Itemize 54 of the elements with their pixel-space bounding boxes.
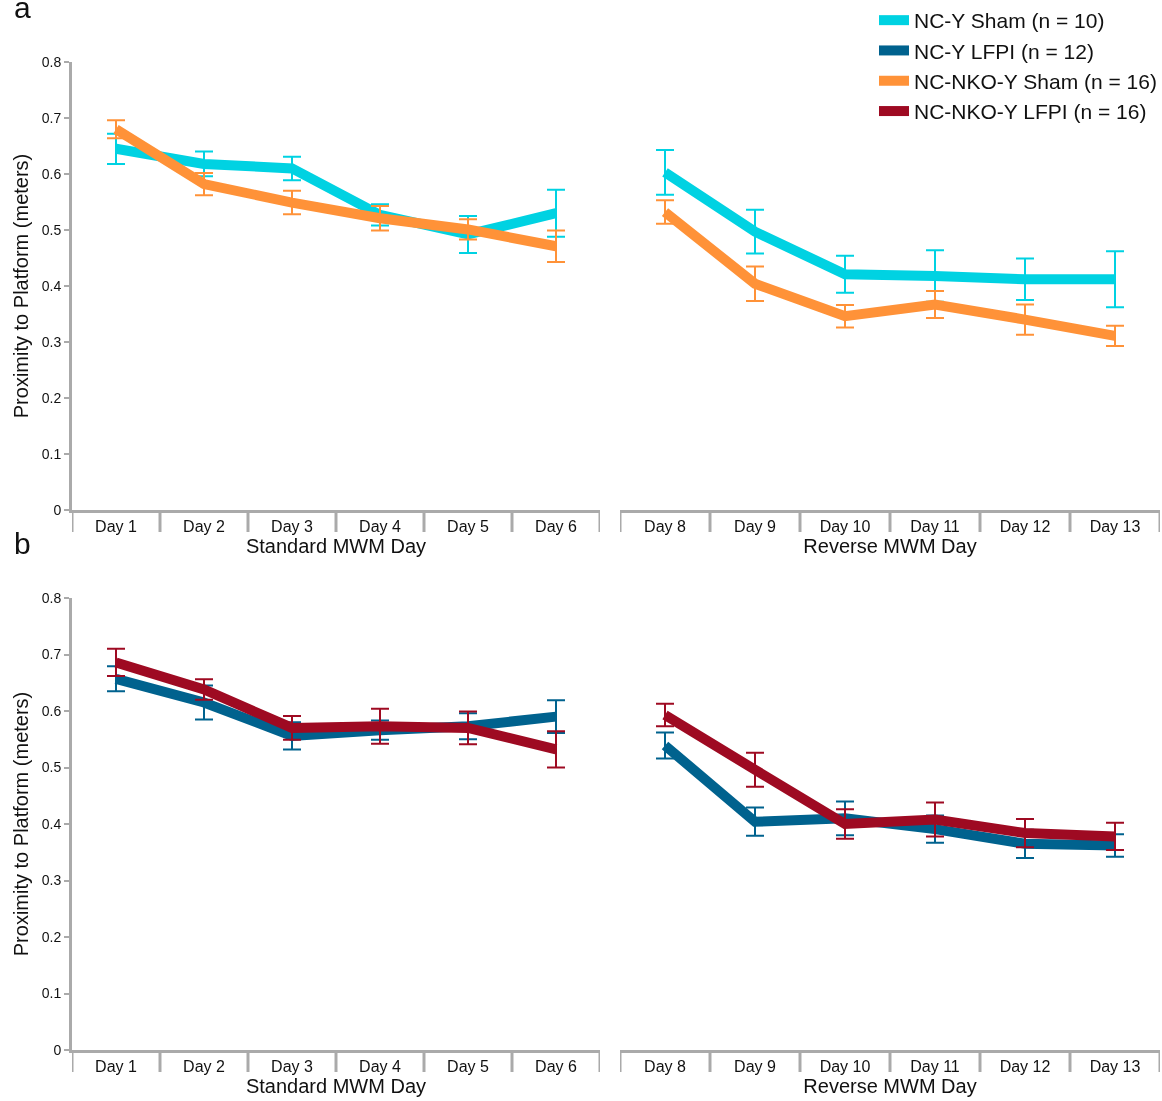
x-tick-label: Day 12 (999, 518, 1051, 536)
x-axis-title: Reverse MWM Day (803, 535, 977, 558)
y-tick-label: 0.7 (41, 109, 62, 126)
x-axis-title: Reverse MWM Day (803, 1075, 977, 1098)
legend-label: NC-Y LFPI (n = 12) (914, 39, 1094, 63)
y-tick-label: 0.2 (41, 928, 62, 945)
x-tick-label: Day 2 (183, 1058, 225, 1076)
x-tick-label: Day 12 (999, 1058, 1051, 1076)
x-tick-label: Day 6 (535, 518, 577, 536)
x-tick-label: Day 3 (271, 1058, 313, 1076)
y-tick-label: 0 (53, 1041, 62, 1058)
x-tick-label: Day 1 (95, 1058, 137, 1076)
y-tick-label: 0.8 (41, 589, 62, 606)
y-tick-label: 0 (53, 501, 62, 518)
x-axis-title: Standard MWM Day (245, 1075, 427, 1098)
x-tick-label: Day 10 (819, 518, 871, 536)
y-axis-title: Proximity to Platform (meters) (10, 153, 33, 419)
x-tick-label: Day 13 (1089, 518, 1141, 536)
y-tick-label: 0.2 (41, 389, 62, 406)
legend-label: NC-NKO-Y Sham (n = 16) (914, 69, 1157, 93)
y-tick-label: 0.5 (41, 221, 62, 238)
y-tick-label: 0.6 (41, 165, 62, 182)
y-tick-label: 0.7 (41, 646, 62, 663)
y-tick-label: 0.3 (41, 333, 62, 350)
x-tick-label: Day 1 (95, 518, 137, 536)
x-tick-label: Day 11 (910, 1058, 960, 1076)
text: a (14, 0, 31, 24)
legend-label: NC-NKO-Y LFPI (n = 16) (914, 100, 1147, 124)
x-tick-label: Day 9 (734, 1058, 776, 1076)
x-tick-label: Day 4 (359, 518, 401, 536)
y-axis-title: Proximity to Platform (meters) (10, 691, 33, 957)
y-tick-label: 0.1 (41, 445, 62, 462)
x-tick-label: Day 6 (535, 1058, 577, 1076)
x-tick-label: Day 13 (1089, 1058, 1141, 1076)
x-tick-label: Day 3 (271, 518, 313, 536)
x-tick-label: Day 5 (447, 1058, 489, 1076)
y-tick-label: 0.8 (41, 53, 62, 70)
y-tick-label: 0.5 (41, 759, 62, 776)
x-tick-label: Day 9 (734, 518, 776, 536)
x-tick-label: Day 8 (644, 1058, 686, 1076)
y-tick-label: 0.4 (41, 277, 62, 294)
y-tick-label: 0.1 (41, 985, 62, 1002)
x-tick-label: Day 10 (819, 1058, 871, 1076)
text: b (14, 527, 31, 560)
y-tick-label: 0.4 (41, 815, 62, 832)
y-tick-label: 0.6 (41, 702, 62, 719)
x-tick-label: Day 4 (359, 1058, 401, 1076)
y-tick-label: 0.3 (41, 872, 62, 889)
x-tick-label: Day 8 (644, 518, 686, 536)
x-tick-label: Day 11 (910, 518, 960, 536)
x-tick-label: Day 5 (447, 518, 489, 536)
legend-label: NC-Y Sham (n = 10) (914, 9, 1105, 33)
x-tick-label: Day 2 (183, 518, 225, 536)
x-axis-title: Standard MWM Day (245, 535, 427, 558)
